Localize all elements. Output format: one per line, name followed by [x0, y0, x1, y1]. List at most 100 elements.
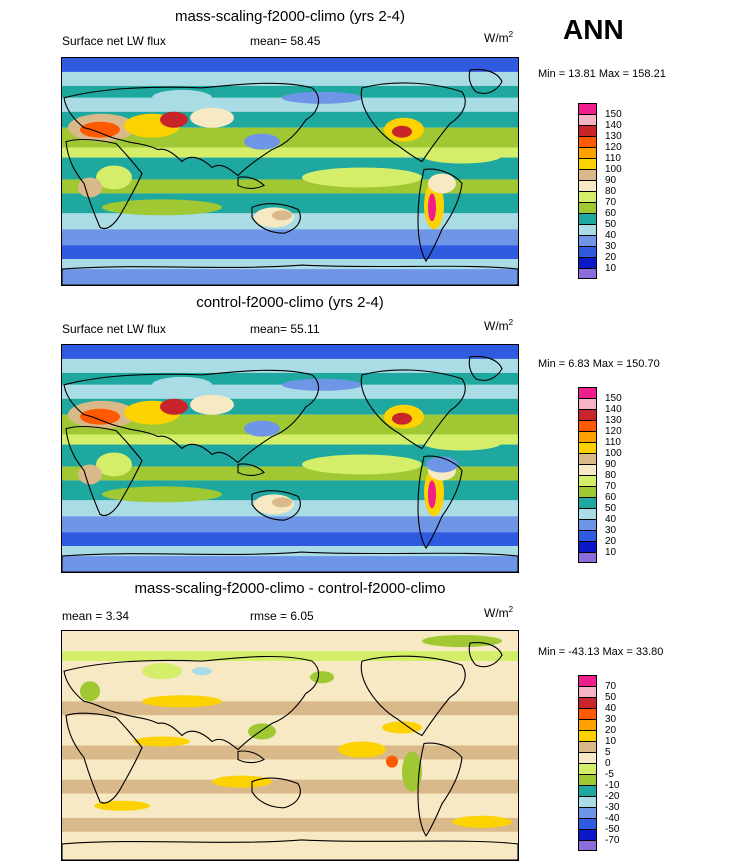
colorbar-swatch [578, 774, 597, 785]
colorbar-tick-label: 30 [605, 714, 617, 725]
panel-1-mean-label: mean= 58.45 [250, 34, 321, 48]
colorbar-swatch [578, 475, 597, 486]
colorbar-swatch [578, 103, 597, 114]
colorbar-tick-label: -10 [605, 780, 620, 791]
colorbar-swatch [578, 224, 597, 235]
panel-1-units: W/m2 [484, 30, 514, 45]
colorbar-tick-label: -50 [605, 824, 620, 835]
colorbar-swatch [578, 530, 597, 541]
colorbar-swatch [578, 235, 597, 246]
colorbar-swatch [578, 730, 597, 741]
colorbar-tick-label: 110 [605, 153, 621, 164]
colorbar-swatch [578, 818, 597, 829]
colorbar-swatch [578, 686, 597, 697]
colorbar-tick-label: 100 [605, 448, 622, 459]
colorbar-tick-label: -30 [605, 802, 620, 813]
colorbar-swatch [578, 191, 597, 202]
panel-2-title: control-f2000-climo (yrs 2-4) [196, 294, 384, 311]
colorbar-tick-label: 5 [605, 747, 611, 758]
colorbar-tick-label: 90 [605, 175, 617, 186]
season-label: ANN [563, 14, 624, 45]
colorbar-swatch [578, 442, 597, 453]
colorbar-tick-label: 40 [605, 703, 617, 714]
panel-2-units: W/m2 [484, 318, 514, 333]
colorbar-tick-label: 60 [605, 492, 617, 503]
panel-3-rmse-label: rmse = 6.05 [250, 609, 314, 623]
colorbar-swatch [578, 763, 597, 774]
colorbar-swatch [578, 675, 597, 686]
colorbar-tick-label: 30 [605, 525, 617, 536]
colorbar-tick-label: -20 [605, 791, 620, 802]
colorbar-tick-label: 20 [605, 725, 617, 736]
colorbar-tick-label: 120 [605, 426, 622, 437]
colorbar-tick-label: 10 [605, 263, 617, 274]
panel-3-minmax: Min = -43.13 Max = 33.80 [538, 646, 664, 658]
colorbar-tick-label: 60 [605, 208, 617, 219]
colorbar-tick-label: 0 [605, 758, 611, 769]
panel-2-map [61, 344, 519, 573]
panel-3-mean-label: mean = 3.34 [62, 609, 130, 623]
colorbar-tick-label: 30 [605, 241, 617, 252]
panel-3-units: W/m2 [484, 605, 514, 620]
colorbar-tick-label: 40 [605, 230, 617, 241]
colorbar-tick-label: 70 [605, 197, 617, 208]
colorbar-tick-label: 150 [605, 393, 622, 404]
colorbar-tick-label: -40 [605, 813, 620, 824]
colorbar-swatch [578, 829, 597, 840]
colorbar-swatch [578, 453, 597, 464]
colorbar-swatch [578, 420, 597, 431]
panel-2-minmax: Min = 6.83 Max = 150.70 [538, 358, 660, 370]
colorbar-swatch [578, 114, 597, 125]
colorbar-swatch [578, 497, 597, 508]
colorbar-tick-label: 40 [605, 514, 617, 525]
colorbar-swatch [578, 387, 597, 398]
colorbar-swatch [578, 796, 597, 807]
colorbar-tick-label: 140 [605, 120, 622, 131]
colorbar-swatch [578, 508, 597, 519]
colorbar-tick-label: -5 [605, 769, 614, 780]
panel-1-map [61, 57, 519, 286]
colorbar-swatch [578, 257, 597, 268]
panel-1-minmax: Min = 13.81 Max = 158.21 [538, 68, 666, 80]
colorbar-swatch [578, 268, 597, 279]
colorbar-swatch [578, 125, 597, 136]
map-field [62, 345, 518, 572]
colorbar-swatch [578, 552, 597, 563]
colorbar-swatch [578, 398, 597, 409]
panel-2-variable-label: Surface net LW flux [62, 322, 166, 336]
colorbar-swatch [578, 486, 597, 497]
colorbar-swatch [578, 840, 597, 851]
colorbar-tick-label: 90 [605, 459, 617, 470]
panel-3-title: mass-scaling-f2000-climo - control-f2000… [134, 580, 446, 597]
colorbar-swatch [578, 464, 597, 475]
colorbar-tick-label: 10 [605, 736, 617, 747]
colorbar-tick-label: 70 [605, 481, 617, 492]
map-field [62, 631, 518, 860]
colorbar-tick-label: 20 [605, 252, 617, 263]
colorbar-tick-label: 130 [605, 415, 622, 426]
colorbar-tick-label: 20 [605, 536, 617, 547]
colorbar-tick-label: 130 [605, 131, 622, 142]
colorbar-swatch [578, 519, 597, 530]
colorbar-swatch [578, 752, 597, 763]
colorbar-swatch [578, 180, 597, 191]
colorbar-tick-label: 110 [605, 437, 621, 448]
colorbar-tick-label: 140 [605, 404, 622, 415]
colorbar-swatch [578, 719, 597, 730]
colorbar-tick-label: 80 [605, 470, 617, 481]
map-field [62, 58, 518, 285]
colorbar-tick-label: 50 [605, 503, 617, 514]
colorbar-swatch [578, 431, 597, 442]
colorbar-tick-label: 150 [605, 109, 622, 120]
panel-3-map [61, 630, 519, 861]
panel-2-mean-label: mean= 55.11 [250, 322, 320, 336]
colorbar-tick-label: 10 [605, 547, 617, 558]
colorbar-tick-label: 120 [605, 142, 622, 153]
colorbar-tick-label: 70 [605, 681, 617, 692]
colorbar-tick-label: -70 [605, 835, 620, 846]
colorbar-swatch [578, 202, 597, 213]
colorbar-swatch [578, 169, 597, 180]
colorbar-swatch [578, 409, 597, 420]
colorbar-tick-label: 50 [605, 219, 617, 230]
colorbar-swatch [578, 246, 597, 257]
